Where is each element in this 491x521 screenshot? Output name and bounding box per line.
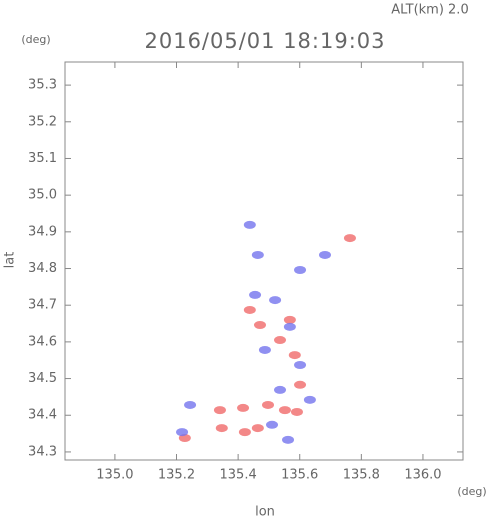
radar-echo [176,428,189,437]
x-tick-label: 135.0 [96,468,133,483]
radar-echo [251,250,264,259]
altitude-label: ALT(km) 2.0 [391,3,468,18]
y-unit: (deg) [21,33,50,46]
plot-frame [64,61,464,461]
y-tick-label: 35.2 [28,114,57,129]
radar-echo [269,296,282,305]
chart-title: 2016/05/01 18:19:03 [144,29,385,53]
radar-echo [215,424,228,433]
radar-echo [294,265,307,274]
y-tick-label: 34.8 [28,261,57,276]
x-tick-label: 135.8 [343,468,380,483]
radar-echo [274,385,287,394]
y-tick-label: 34.6 [28,334,57,349]
radar-echo [262,400,275,409]
radar-echo [237,403,250,412]
x-tick-label: 136.0 [404,468,441,483]
radar-echo [283,315,296,324]
radar-echo [266,420,279,429]
y-tick-label: 35.3 [28,78,57,93]
y-tick-label: 34.9 [28,224,57,239]
radar-echo [294,380,307,389]
radar-echo [249,290,262,299]
y-tick-label: 34.7 [28,298,57,313]
radar-echo [258,345,271,354]
y-tick-label: 34.3 [28,444,57,459]
radar-echo [318,250,331,259]
radar-echo [243,305,256,314]
radar-echo [290,407,303,416]
y-tick-label: 35.1 [28,151,57,166]
radar-echo [243,220,256,229]
radar-echo [213,406,226,415]
radar-echo [282,435,295,444]
radar-echo [294,360,307,369]
x-tick-label: 135.6 [281,468,318,483]
radar-echo [343,234,356,243]
radar-echo [278,406,291,415]
y-axis-label: lat [3,252,18,269]
x-axis-label: lon [255,505,275,520]
y-tick-label: 35.0 [28,188,57,203]
radar-echo [238,428,251,437]
y-tick-label: 34.5 [28,371,57,386]
radar-echo [184,400,197,409]
y-tick-label: 34.4 [28,408,57,423]
radar-echo [283,322,296,331]
radar-echo [253,321,266,330]
radar-echo [274,336,287,345]
x-tick-label: 135.2 [158,468,195,483]
radar-echo [251,424,264,433]
x-tick-label: 135.4 [220,468,257,483]
radar-echo [288,351,301,360]
x-unit: (deg) [457,485,486,498]
radar-echo [303,395,316,404]
